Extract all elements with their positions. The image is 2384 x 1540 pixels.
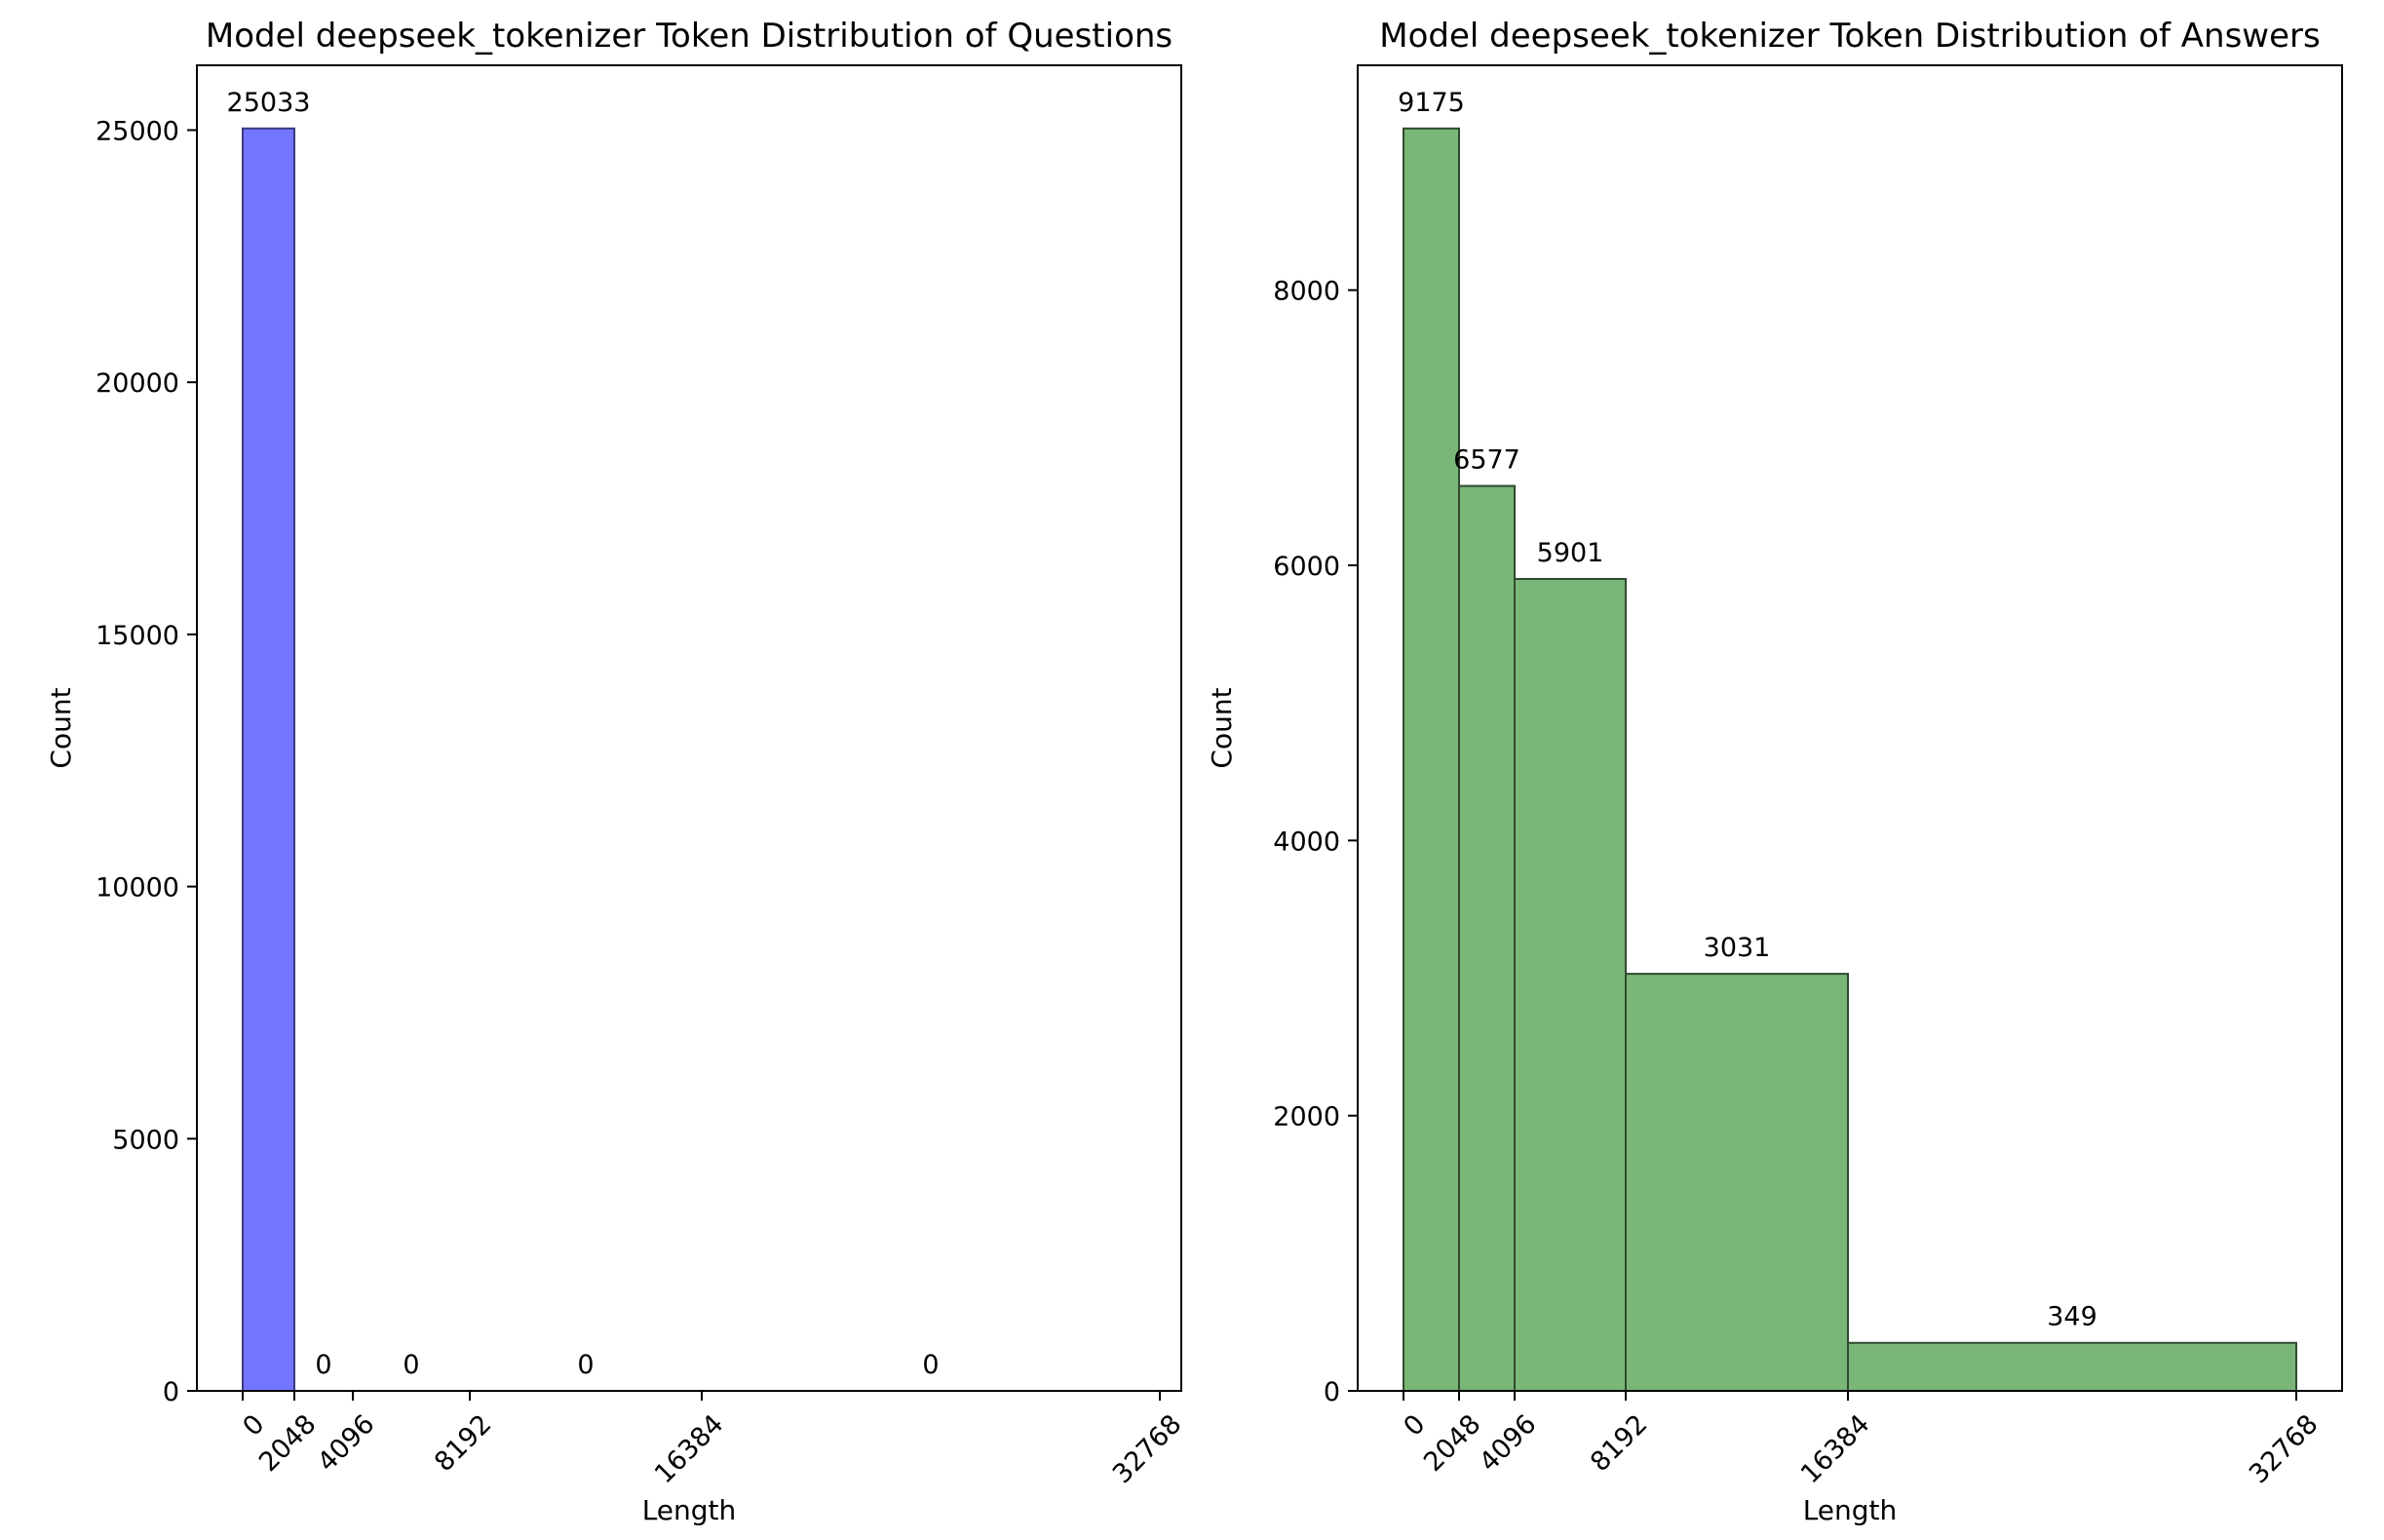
bar-value-label: 9175 (1398, 88, 1465, 118)
bar-value-label: 349 (2047, 1302, 2097, 1332)
answers-chart: 9175657759013031349020004000600080000204… (1206, 17, 2343, 1526)
y-tick-label: 20000 (96, 368, 179, 399)
y-axis-label: Count (45, 687, 77, 768)
x-tick-label: 8192 (1585, 1409, 1654, 1479)
plot-frame (196, 64, 1182, 1392)
bar-value-label: 0 (403, 1350, 419, 1380)
y-tick-label: 5000 (112, 1125, 179, 1155)
bar-value-label: 0 (315, 1350, 331, 1380)
y-tick-label: 15000 (96, 621, 179, 651)
x-tick-label: 16384 (649, 1409, 730, 1490)
bar-value-label: 3031 (1704, 933, 1771, 963)
histogram-bar (1847, 1341, 2297, 1392)
chart-title: Model deepseek_tokenizer Token Distribut… (1379, 17, 2320, 56)
x-tick-label: 16384 (1795, 1409, 1876, 1490)
y-tick-label: 8000 (1273, 277, 1340, 307)
histogram-bar (242, 127, 295, 1392)
bar-value-label: 0 (922, 1350, 939, 1380)
y-axis-label: Count (1206, 687, 1238, 768)
histogram-bar (1458, 484, 1516, 1392)
x-tick-label: 4096 (312, 1409, 381, 1479)
y-tick-label: 4000 (1273, 827, 1340, 857)
plot-frame (1357, 64, 2343, 1392)
y-tick-label: 25000 (96, 116, 179, 146)
x-tick-label: 0 (237, 1409, 270, 1443)
histogram-bar (1514, 577, 1627, 1392)
y-tick-label: 0 (163, 1377, 179, 1407)
x-tick-label: 32768 (2244, 1409, 2325, 1490)
x-axis-label: Length (1803, 1494, 1898, 1526)
bar-value-label: 25033 (227, 88, 311, 118)
bar-value-label: 5901 (1537, 538, 1604, 568)
x-tick-label: 2048 (1418, 1409, 1487, 1479)
x-tick-label: 4096 (1474, 1409, 1543, 1479)
bar-value-label: 0 (577, 1350, 594, 1380)
chart-title: Model deepseek_tokenizer Token Distribut… (206, 17, 1173, 56)
y-tick-label: 10000 (96, 873, 179, 904)
y-tick-label: 0 (1324, 1377, 1340, 1407)
y-tick-label: 2000 (1273, 1102, 1340, 1133)
histogram-bar (1625, 973, 1849, 1392)
x-tick-label: 32768 (1107, 1409, 1188, 1490)
x-tick-label: 2048 (253, 1409, 323, 1479)
y-tick-label: 6000 (1273, 552, 1340, 582)
bar-value-label: 6577 (1453, 445, 1520, 476)
x-axis-label: Length (642, 1494, 737, 1526)
x-tick-label: 0 (1398, 1409, 1431, 1443)
histogram-bar (1403, 127, 1460, 1392)
x-tick-label: 8192 (429, 1409, 498, 1479)
